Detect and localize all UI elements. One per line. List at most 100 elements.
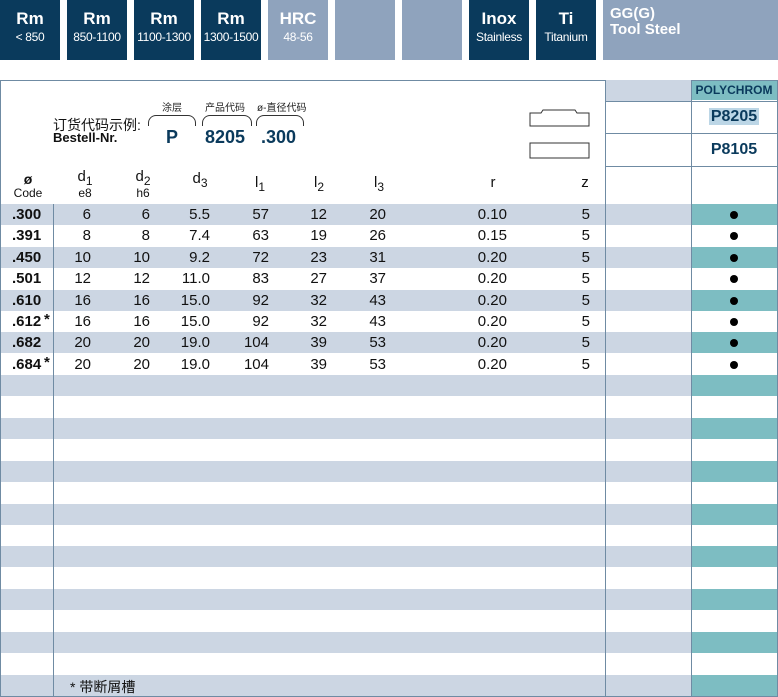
category-box: HRC 48-56 xyxy=(268,0,328,60)
category-box: Ti Titanium xyxy=(536,0,596,60)
cell-z: 5 xyxy=(581,334,590,352)
col-code-header: ø Code xyxy=(13,171,43,200)
coating-brace xyxy=(148,115,196,126)
col-l2-header: l2 xyxy=(313,174,325,194)
cell-z: 5 xyxy=(581,206,590,223)
diameter-code: .501 xyxy=(12,270,42,288)
cell-l3: 37 xyxy=(369,270,386,288)
cell-l3: 26 xyxy=(369,227,386,245)
diameter-code-value: .300 xyxy=(261,127,297,147)
availability-dot xyxy=(730,339,738,348)
cell-d1: 20 xyxy=(74,334,91,352)
category-title: Rm xyxy=(150,9,178,28)
row-band xyxy=(0,674,778,696)
cell-l2: 39 xyxy=(310,334,327,352)
col-l1-header: l1 xyxy=(254,174,266,194)
availability-dot xyxy=(730,232,738,241)
cell-l2: 27 xyxy=(310,270,327,288)
row-band xyxy=(0,332,778,354)
product-code-value: 8205 xyxy=(205,127,246,147)
cell-l3: 20 xyxy=(369,206,386,223)
cell-d2: 16 xyxy=(133,313,150,330)
category-title xyxy=(335,0,395,10)
cell-r: 0.20 xyxy=(477,334,507,352)
category-subtitle: 1100-1300 xyxy=(137,30,191,44)
category-box xyxy=(335,0,395,60)
diameter-code: .682 xyxy=(12,334,42,352)
order-example-label-cn: 订货代码示例: xyxy=(53,117,141,133)
column-divider xyxy=(691,80,692,697)
cell-r: 0.15 xyxy=(477,227,507,245)
diameter-brace xyxy=(256,115,304,126)
row-band xyxy=(0,375,778,397)
col-r-header: r xyxy=(490,174,496,191)
cell-r: 0.20 xyxy=(477,291,507,309)
cell-l1: 92 xyxy=(252,291,269,309)
footnote: * 带断屑槽 xyxy=(70,679,136,695)
category-box: Rm 1100-1300 xyxy=(134,0,194,60)
cell-r: 0.20 xyxy=(477,248,507,266)
availability-band xyxy=(691,589,777,611)
column-divider xyxy=(605,80,606,697)
cell-d3: 15.0 xyxy=(180,291,210,309)
cell-l2: 23 xyxy=(310,248,327,266)
category-box xyxy=(402,0,462,60)
category-title: Rm xyxy=(16,9,44,28)
row-band xyxy=(0,546,778,568)
category-subtitle: Tool Steel xyxy=(610,21,681,38)
category-box: Rm < 850 xyxy=(0,0,60,60)
category-title: Rm xyxy=(83,9,111,28)
column-divider xyxy=(0,80,1,697)
cell-z: 5 xyxy=(581,291,590,309)
cell-d1: 10 xyxy=(74,248,91,266)
cell-l3: 43 xyxy=(369,313,386,330)
cell-d1: 8 xyxy=(82,227,91,245)
category-subtitle: Stainless xyxy=(476,30,522,44)
chipbreaker-star: * xyxy=(44,353,50,371)
cell-l3: 53 xyxy=(369,355,386,373)
availability-band xyxy=(691,503,777,525)
cell-d1: 12 xyxy=(74,270,91,288)
column-divider xyxy=(53,204,54,697)
cell-d1: 6 xyxy=(82,206,91,223)
cell-l2: 19 xyxy=(310,227,327,245)
category-box: Inox Stainless xyxy=(469,0,529,60)
cell-l2: 39 xyxy=(310,355,327,373)
cell-l1: 57 xyxy=(252,206,269,223)
category-box: Rm 850-1100 xyxy=(67,0,127,60)
category-box: Rm 1300-1500 xyxy=(201,0,261,60)
tool-profile-icon xyxy=(529,109,590,159)
category-subtitle: < 850 xyxy=(15,30,45,44)
col-z-header: z xyxy=(581,174,589,191)
category-subtitle: 850-1100 xyxy=(73,30,121,44)
cell-d3: 9.2 xyxy=(189,248,210,266)
cell-z: 5 xyxy=(581,313,590,330)
cell-d3: 15.0 xyxy=(180,313,210,330)
cell-l1: 104 xyxy=(243,334,269,352)
category-title: Inox xyxy=(481,9,517,28)
cell-d2: 16 xyxy=(133,291,150,309)
cell-z: 5 xyxy=(581,227,590,245)
product-code-p8205: P8205 xyxy=(708,108,760,125)
product-brace xyxy=(202,115,252,126)
cell-l1: 63 xyxy=(252,227,269,245)
cell-r: 0.10 xyxy=(477,206,507,223)
cell-l1: 72 xyxy=(252,248,269,266)
cell-d2: 20 xyxy=(133,355,150,373)
cell-d3: 11.0 xyxy=(181,270,210,288)
row-band xyxy=(0,204,778,225)
cell-d1: 16 xyxy=(74,313,91,330)
cell-l2: 12 xyxy=(310,206,327,223)
diameter-code-label: ø-直径代码 xyxy=(257,103,307,114)
cell-d3: 5.5 xyxy=(189,206,210,223)
chipbreaker-star: * xyxy=(44,311,50,328)
category-subtitle: Titanium xyxy=(544,30,588,44)
category-title: Ti xyxy=(558,9,574,28)
diameter-code: .684 xyxy=(12,355,42,373)
diameter-code: .450 xyxy=(12,248,42,266)
diameter-code: .612 xyxy=(12,313,42,330)
category-title: HRC xyxy=(279,9,317,28)
coating-value: P xyxy=(166,127,179,147)
row-band xyxy=(0,632,778,653)
cell-l1: 92 xyxy=(252,313,269,330)
